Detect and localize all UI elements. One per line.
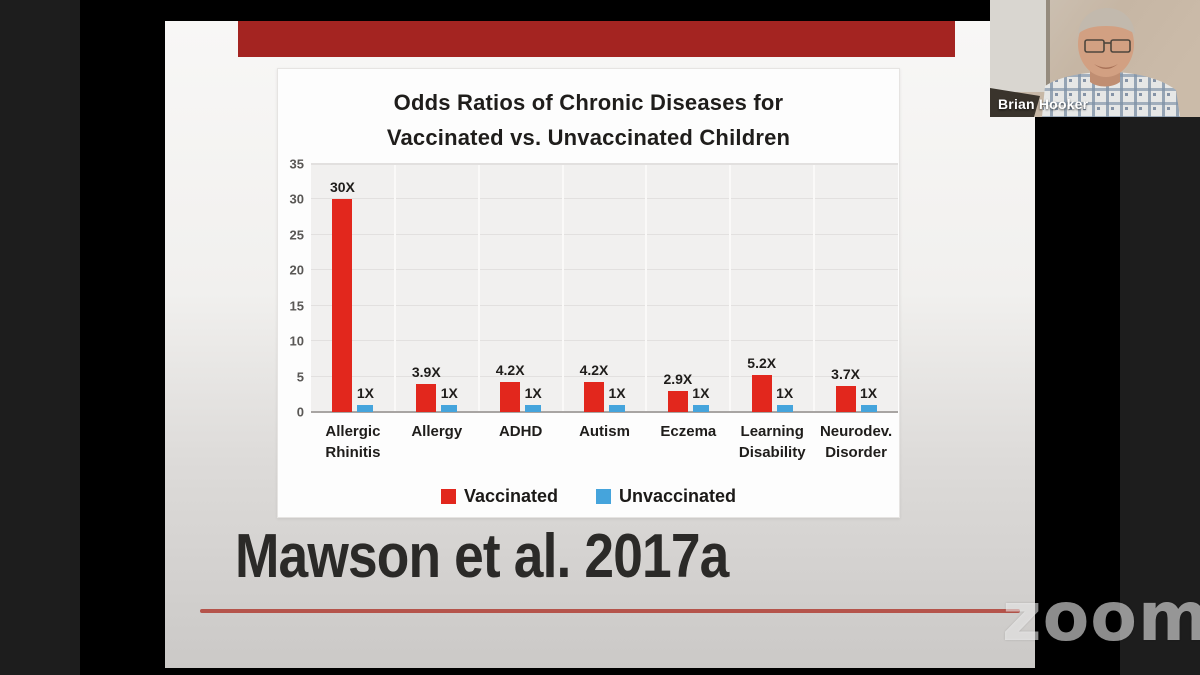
gridline-y-25 [311,233,898,235]
y-tick-30: 30 [289,191,304,207]
x-axis-line [311,411,898,413]
window [990,0,1048,92]
bar-value-unvaccinated-2: 1X [524,384,542,401]
bar-value-vaccinated-3: 4.2X [579,362,609,379]
webcam-video-scene [990,0,1200,117]
gridline-y-5 [311,375,898,377]
legend-label-unvaccinated: Unvaccinated [619,485,737,506]
bar-unvaccinated-5 [776,404,793,412]
bar-value-unvaccinated-0: 1X [356,384,374,401]
webcam-tile[interactable]: Brian Hooker [990,0,1200,117]
gridline-x-6 [813,165,816,412]
legend-item-unvaccinated: Unvaccinated [596,486,736,507]
category-label-3: Autism [579,423,630,440]
y-tick-35: 35 [289,156,304,172]
window-frame [1046,0,1050,96]
bar-value-unvaccinated-3: 1X [608,384,626,401]
chart-panel: Odds Ratios of Chronic Diseases for Vacc… [277,68,900,518]
gridline-y-20 [311,269,898,271]
desk-shadow [990,88,1040,117]
category-label-6: Neurodev. Disorder [819,423,893,461]
bar-value-unvaccinated-5: 1X [776,384,794,401]
bar-unvaccinated-6 [860,404,877,412]
y-tick-10: 10 [289,333,304,349]
gridline-y-35 [311,163,898,164]
participant-name-label: Brian Hooker [998,96,1089,112]
bar-vaccinated-1 [416,384,437,412]
person-figure [1042,8,1180,117]
category-label-0: Allergic Rhinitis [325,423,381,461]
y-tick-0: 0 [296,404,304,420]
gridline-y-15 [311,304,898,306]
bar-value-vaccinated-4: 2.9X [663,371,693,388]
bar-vaccinated-4 [667,391,688,412]
gridline-x-1 [393,165,396,412]
gridline-x-3 [561,165,564,412]
gridline-x-2 [477,165,480,412]
bar-vaccinated-3 [584,382,604,412]
bar-vaccinated-0 [332,199,353,412]
slide-accent-banner [238,21,955,57]
gridline-x-5 [729,165,732,412]
chart-title-line-2: Vaccinated vs. Unvaccinated Children [386,125,791,150]
chart-title-line-1: Odds Ratios of Chronic Diseases for [393,90,784,115]
bar-value-unvaccinated-6: 1X [860,384,878,401]
bar-value-vaccinated-5: 5.2X [747,355,777,372]
plot-area: 30X 1X 3.9X 1X 4.2X 1X 4.2X 1X 2.9X 1X 5.2X 1X 3.7X 1… [311,163,898,413]
bar-value-unvaccinated-4: 1X [692,384,710,401]
y-tick-20: 20 [289,262,304,278]
category-label-1: Allergy [411,423,463,440]
bar-vaccinated-6 [835,385,856,412]
legend-item-vaccinated: Vaccinated [440,485,558,507]
bar-value-vaccinated-1: 3.9X [411,364,441,381]
category-label-5: Learning Disability [738,423,806,461]
bar-value-vaccinated-0: 30X [329,179,355,196]
presentation-slide: Odds Ratios of Chronic Diseases for Vacc… [165,21,1035,668]
bar-vaccinated-5 [751,375,772,412]
chart-legend: Vaccinated Unvaccinated [278,483,899,509]
chart-title: Odds Ratios of Chronic Diseases for Vacc… [278,85,899,155]
x-axis-labels: Allergic Rhinitis Allergy ADHD Autism Eczema L… [311,421,898,467]
category-label-4: Eczema [660,423,717,440]
bar-value-vaccinated-6: 3.7X [831,365,860,382]
bar-vaccinated-2 [500,382,521,412]
bar-value-vaccinated-2: 4.2X [495,362,525,379]
y-tick-15: 15 [289,298,304,314]
y-tick-5: 5 [296,369,304,385]
slide-citation: Mawson et al. 2017a [235,522,729,591]
category-label-2: ADHD [498,423,543,440]
gridline-y-30 [311,198,898,200]
y-tick-25: 25 [289,227,304,243]
bar-unvaccinated-1 [441,404,458,412]
legend-swatch-vaccinated [440,488,456,504]
gridline-x-4 [645,165,648,412]
zoom-watermark: zoom [1002,578,1200,657]
bar-value-unvaccinated-1: 1X [440,384,458,401]
bar-unvaccinated-4 [692,404,709,412]
legend-label-vaccinated: Vaccinated [463,485,558,506]
bar-unvaccinated-3 [609,404,625,412]
bar-unvaccinated-2 [525,404,542,412]
bar-unvaccinated-0 [357,404,374,412]
gridline-y-10 [311,340,898,342]
citation-underline [200,609,1020,613]
legend-swatch-unvaccinated [596,488,611,504]
